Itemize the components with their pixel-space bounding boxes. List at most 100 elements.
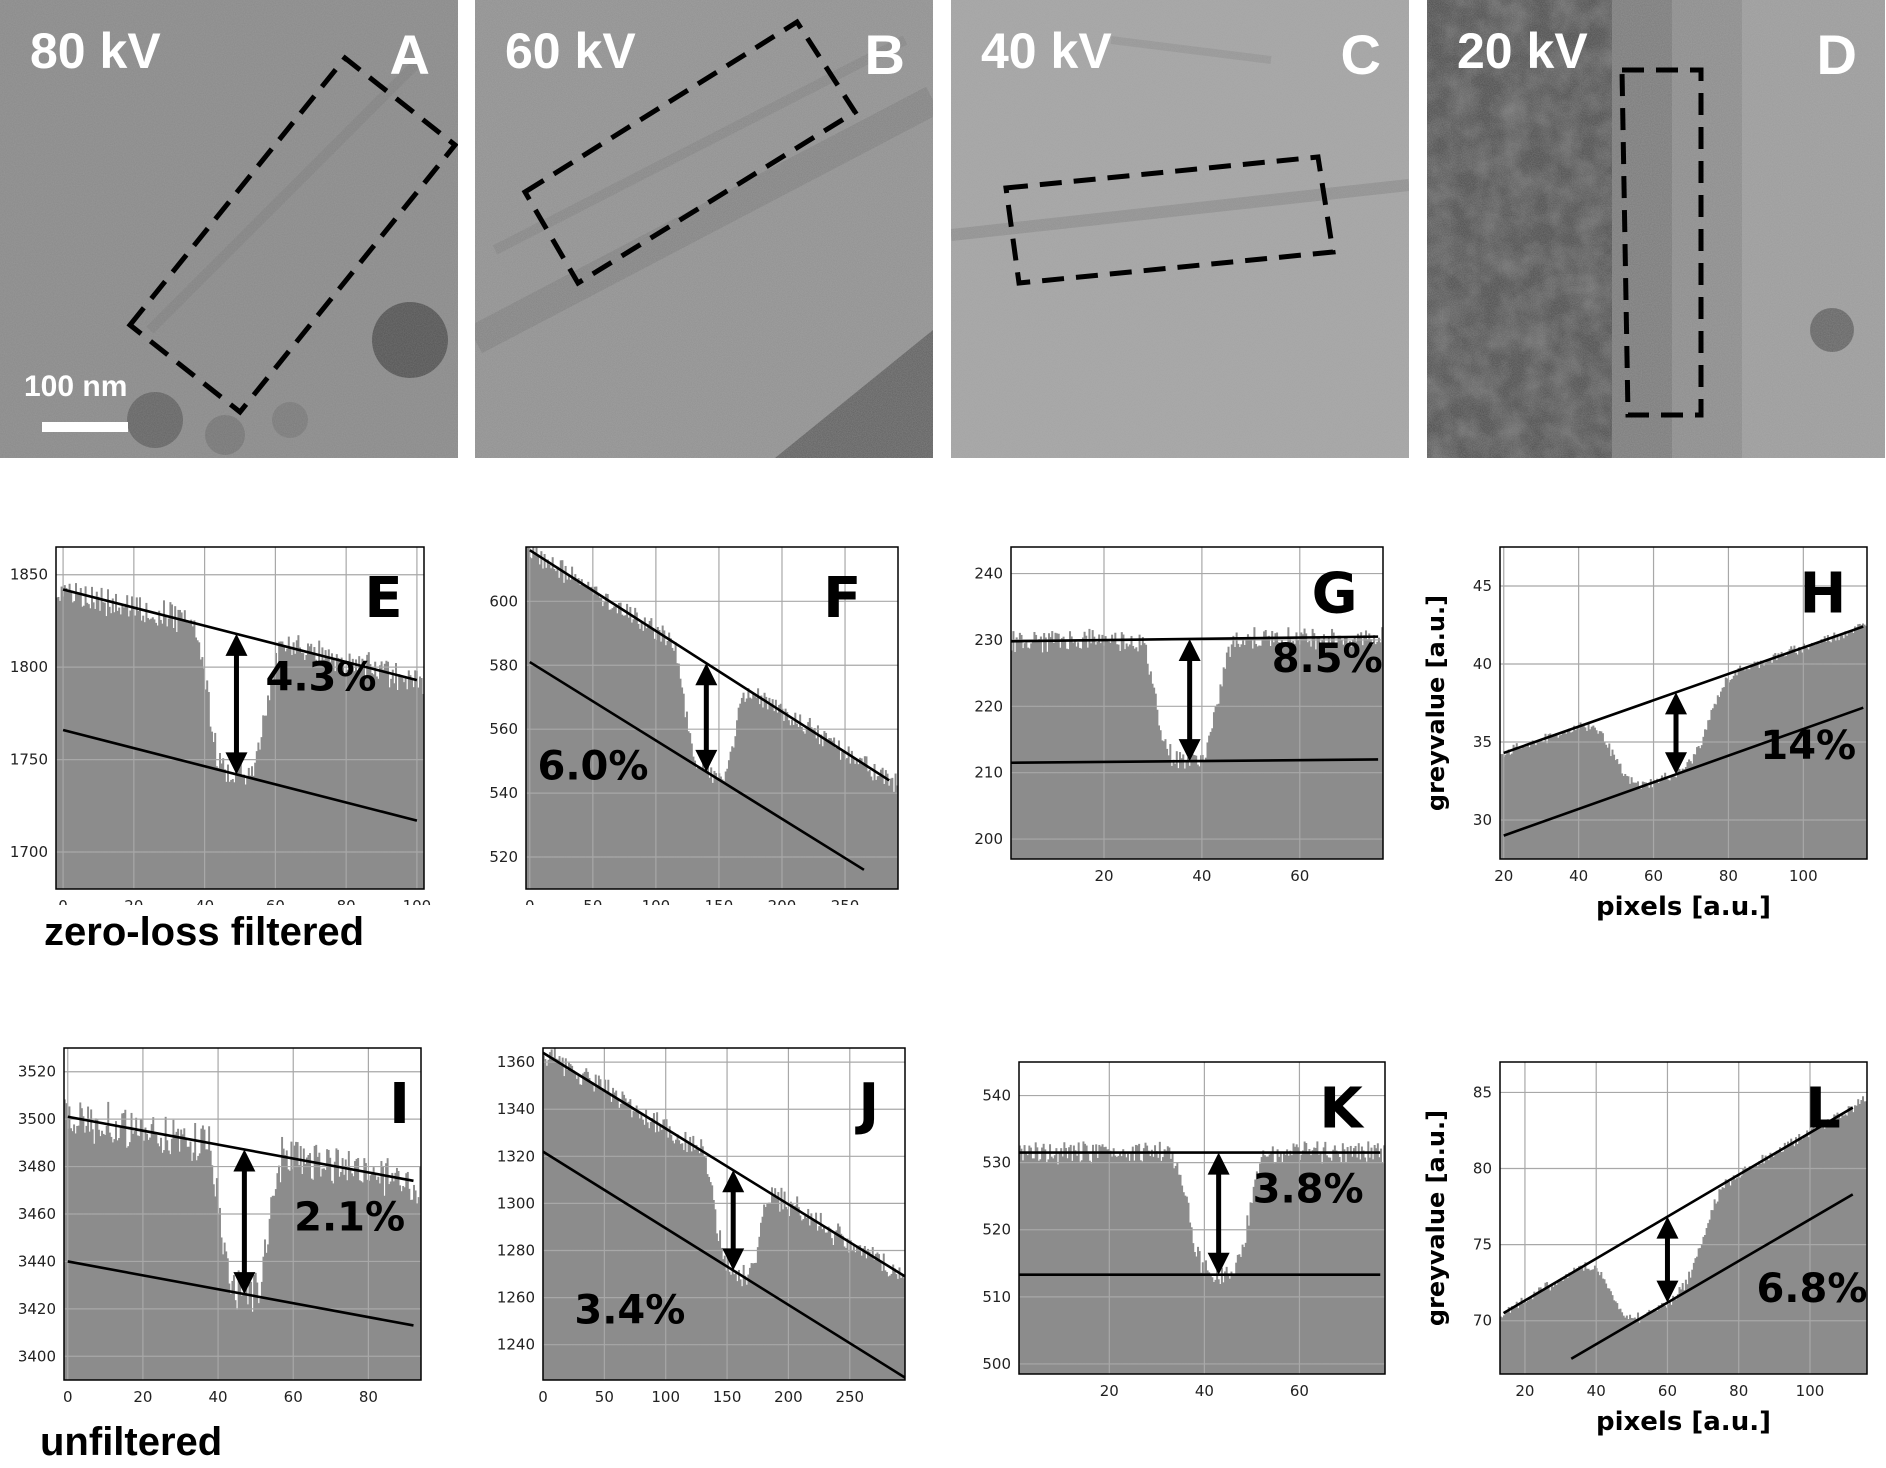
- histogram-bar: [97, 1129, 100, 1380]
- histogram-bar: [138, 1136, 141, 1380]
- histogram-bar: [420, 678, 423, 889]
- dashed-roi-box: [521, 18, 859, 287]
- histogram-bar: [599, 1079, 602, 1380]
- grid: [1500, 547, 1867, 859]
- histogram-bar: [81, 606, 84, 889]
- histogram-bar: [561, 1057, 564, 1380]
- x-tick-label: 20: [133, 1388, 152, 1406]
- histogram-bar: [184, 1138, 187, 1380]
- histogram-bar: [1798, 1134, 1801, 1374]
- histogram-bar: [289, 648, 292, 889]
- histogram-bar: [1542, 741, 1545, 859]
- histogram-bar: [1258, 645, 1261, 859]
- histogram-bar: [582, 584, 585, 889]
- histogram-bar: [122, 1113, 125, 1380]
- histogram-bar: [1783, 656, 1786, 859]
- histogram-bar: [1343, 1149, 1346, 1374]
- histogram-bar: [870, 1254, 873, 1380]
- histogram-bar: [416, 1203, 419, 1380]
- voltage-label: 60 kV: [505, 23, 636, 79]
- histogram-bar: [1504, 1312, 1507, 1374]
- histogram-bar: [833, 1231, 836, 1380]
- histogram-bar: [782, 1209, 785, 1380]
- histogram-bar: [729, 751, 732, 889]
- histogram-bar: [1243, 1247, 1246, 1374]
- histogram-bar: [1115, 1157, 1118, 1374]
- histogram-bar: [1053, 1155, 1056, 1374]
- histogram-bar: [87, 1106, 90, 1380]
- histogram-bar: [1593, 727, 1596, 859]
- histogram-bar: [113, 1139, 116, 1380]
- histogram-bar: [163, 1150, 166, 1380]
- histogram-bar: [1509, 754, 1512, 859]
- histogram-bar: [1376, 641, 1379, 859]
- histogram-bar: [572, 1070, 575, 1380]
- histogram-bar: [1341, 1143, 1344, 1374]
- histogram-bar: [1557, 1281, 1560, 1374]
- histogram-bar: [1522, 746, 1525, 859]
- histogram-bar: [1689, 1277, 1692, 1374]
- histogram-bar: [1771, 1155, 1774, 1374]
- histogram-bar: [797, 726, 800, 889]
- histogram-bar: [1259, 1163, 1262, 1374]
- histogram-bar: [575, 582, 578, 889]
- histogram-bar: [1771, 662, 1774, 859]
- voltage-label: 20 kV: [1457, 23, 1588, 79]
- histogram-bar: [554, 571, 557, 889]
- histogram-bar: [1148, 674, 1151, 859]
- histogram-bar: [1769, 660, 1772, 859]
- histogram-bar: [1233, 1274, 1236, 1374]
- histogram-bar: [302, 653, 305, 889]
- histogram-bar: [871, 1247, 874, 1380]
- histogram-bar: [1340, 639, 1343, 859]
- histogram-bar: [1501, 754, 1504, 859]
- histogram-bar: [640, 1113, 643, 1380]
- histogram-bar: [1045, 1162, 1048, 1374]
- histogram-bar: [253, 1274, 256, 1380]
- histogram-bar: [1181, 1185, 1184, 1374]
- histogram-bar: [674, 642, 677, 889]
- histogram-bar: [1775, 660, 1778, 859]
- histogram-bar: [1236, 1254, 1239, 1374]
- histogram-bar: [1091, 630, 1094, 859]
- histogram-bar: [1692, 754, 1695, 859]
- histogram-bar: [1700, 745, 1703, 859]
- micrograph-a: 80 kV A 100 nm: [0, 0, 458, 458]
- histogram-bar: [1592, 1269, 1595, 1374]
- histogram-bar: [1278, 1156, 1281, 1374]
- histogram-bar: [1044, 1149, 1047, 1374]
- histogram-bar: [212, 1184, 215, 1380]
- histogram-bar: [1849, 630, 1852, 859]
- histogram-bar: [574, 574, 577, 889]
- histogram-bar: [1365, 1161, 1368, 1374]
- y-tick-label: 3460: [18, 1205, 56, 1223]
- histogram-bar: [656, 626, 659, 889]
- histogram-bar: [856, 1247, 858, 1380]
- histogram-bar: [1758, 1161, 1761, 1374]
- histogram-bar: [1295, 632, 1298, 859]
- histogram-bar: [1605, 1283, 1608, 1374]
- histogram-bar: [552, 1057, 555, 1380]
- histogram-bar: [214, 732, 217, 889]
- histogram-bar: [327, 649, 330, 889]
- histogram-bar: [601, 606, 604, 889]
- histogram-bar: [363, 1158, 366, 1380]
- histogram-bar: [1228, 1278, 1231, 1374]
- histogram-bar: [1305, 633, 1308, 859]
- histogram-bar: [139, 597, 141, 889]
- histogram-bar: [862, 1248, 865, 1380]
- histogram-bar: [78, 592, 81, 889]
- histogram-bar: [1263, 631, 1266, 859]
- histogram-bar: [135, 1117, 138, 1380]
- histogram-bar: [402, 1185, 405, 1380]
- histogram-bar: [155, 622, 157, 889]
- histogram-bar: [1310, 1155, 1312, 1374]
- histogram-bar: [195, 1160, 198, 1380]
- histogram-bar: [632, 619, 635, 889]
- histogram-bar: [1066, 1158, 1069, 1374]
- histogram-bar: [1020, 1148, 1023, 1374]
- histogram-bar: [1696, 1256, 1699, 1374]
- histogram-bar: [417, 687, 420, 889]
- histogram-bar: [669, 638, 672, 889]
- histogram-bar: [121, 1113, 124, 1380]
